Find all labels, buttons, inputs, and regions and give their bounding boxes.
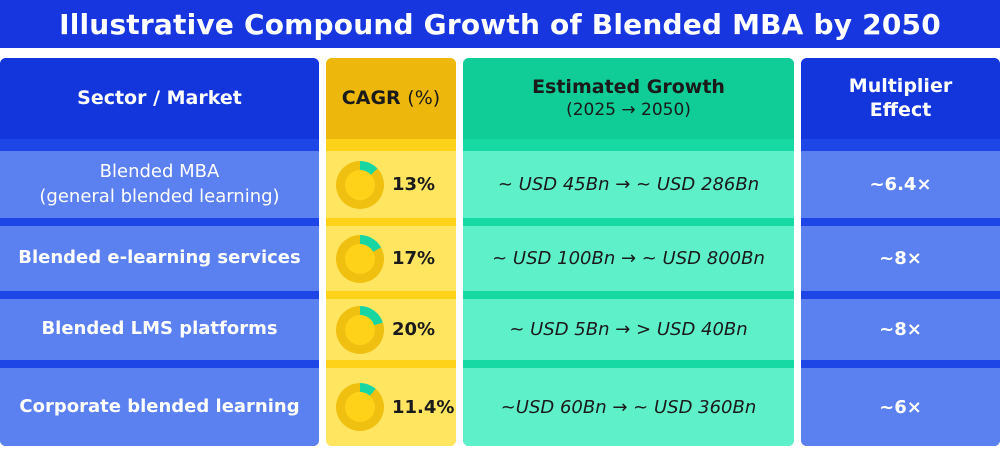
growth-column: Estimated Growth (2025 → 2050) ~ USD 45B…: [463, 58, 794, 446]
cagr-header-label: CAGR (%): [342, 87, 440, 111]
sector-label-2: Blended e-learning services: [18, 247, 301, 269]
growth-header-label: Estimated Growth: [532, 76, 725, 98]
donut-progress-icon: [336, 305, 384, 354]
sector-label-1a: Blended MBA: [99, 161, 220, 183]
sector-cell-3: Blended LMS platforms: [0, 299, 319, 360]
growth-cell-2: ~ USD 100Bn → ~ USD 800Bn: [463, 226, 794, 291]
cagr-value-4: 11.4%: [392, 396, 455, 418]
multiplier-header: Multiplier Effect: [801, 58, 1000, 139]
sector-label-3: Blended LMS platforms: [41, 318, 278, 340]
sector-cell-4: Corporate blended learning: [0, 368, 319, 446]
multiplier-cell-3: ~8×: [801, 299, 1000, 360]
growth-header: Estimated Growth (2025 → 2050): [463, 58, 794, 139]
sector-cell-2: Blended e-learning services: [0, 226, 319, 291]
cagr-cell-1: 13%: [326, 151, 456, 218]
growth-value-1: ~ USD 45Bn → ~ USD 286Bn: [497, 174, 760, 195]
sector-label-4: Corporate blended learning: [19, 395, 300, 417]
donut-progress-icon: [336, 160, 384, 209]
multiplier-header-line1: Multiplier: [848, 74, 953, 97]
growth-value-4: ~USD 60Bn → ~ USD 360Bn: [500, 396, 757, 418]
multiplier-value-3: ~8×: [879, 319, 922, 340]
growth-cell-3: ~ USD 5Bn → > USD 40Bn: [463, 299, 794, 360]
cagr-cell-4: 11.4%: [326, 368, 456, 446]
multiplier-value-1: ~6.4×: [869, 174, 932, 195]
sector-header-label: Sector / Market: [77, 86, 242, 109]
cagr-value-1: 13%: [392, 174, 436, 195]
cagr-value-2: 17%: [392, 248, 436, 269]
sector-column: Sector / Market Blended MBA (general ble…: [0, 58, 319, 446]
growth-header-sub: (2025 → 2050): [566, 99, 691, 120]
multiplier-value-4: ~6×: [879, 396, 922, 418]
sector-header: Sector / Market: [0, 58, 319, 139]
cagr-header: CAGR (%): [326, 58, 456, 139]
page-title: Illustrative Compound Growth of Blended …: [59, 7, 941, 41]
multiplier-column: Multiplier Effect ~6.4× ~8× ~8× ~6×: [801, 58, 1000, 446]
cagr-cell-3: 20%: [326, 299, 456, 360]
growth-cell-4: ~USD 60Bn → ~ USD 360Bn: [463, 368, 794, 446]
multiplier-cell-2: ~8×: [801, 226, 1000, 291]
cagr-header-main: CAGR: [341, 86, 401, 109]
multiplier-cell-4: ~6×: [801, 368, 1000, 446]
multiplier-value-2: ~8×: [879, 248, 922, 269]
growth-value-3: ~ USD 5Bn → > USD 40Bn: [509, 319, 748, 340]
title-bar: Illustrative Compound Growth of Blended …: [0, 0, 1000, 48]
growth-value-2: ~ USD 100Bn → ~ USD 800Bn: [492, 248, 765, 269]
cagr-header-unit: (%): [407, 86, 441, 109]
multiplier-cell-1: ~6.4×: [801, 151, 1000, 218]
cagr-column: CAGR (%) 13% 17% 20% 11.4%: [326, 58, 456, 446]
cagr-cell-2: 17%: [326, 226, 456, 291]
sector-label-1b: (general blended learning): [39, 185, 280, 207]
donut-progress-icon: [336, 383, 384, 431]
multiplier-header-line2: Effect: [869, 98, 932, 121]
cagr-value-3: 20%: [392, 319, 436, 340]
sector-cell-1: Blended MBA (general blended learning): [0, 151, 319, 218]
donut-progress-icon: [336, 234, 384, 283]
growth-cell-1: ~ USD 45Bn → ~ USD 286Bn: [463, 151, 794, 218]
